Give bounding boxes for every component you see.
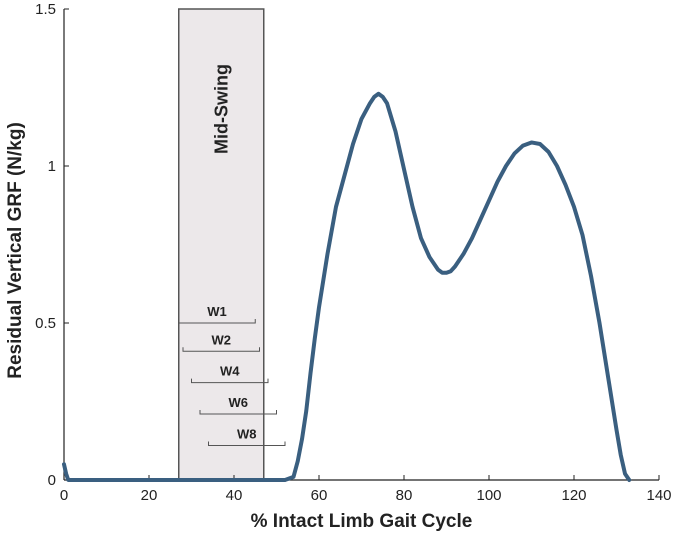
mid-swing-band-layer: Mid-Swing [179, 9, 264, 480]
x-tick-label: 80 [396, 487, 413, 504]
y-tick-label: 0 [48, 472, 56, 489]
window-label-w4: W4 [220, 364, 240, 379]
x-axis-title: % Intact Limb Gait Cycle [251, 511, 473, 532]
axes [64, 9, 659, 480]
window-label-w8: W8 [237, 426, 257, 441]
mid-swing-label: Mid-Swing [211, 64, 231, 154]
window-label-w2: W2 [212, 332, 232, 347]
x-tick-label: 20 [141, 487, 158, 504]
x-tick-label: 120 [561, 487, 586, 504]
window-label-w6: W6 [229, 395, 249, 410]
y-tick-label: 1 [48, 158, 56, 175]
x-tick-label: 0 [60, 487, 68, 504]
series-layer [64, 94, 629, 480]
window-label-w1: W1 [207, 304, 227, 319]
y-tick-label: 1.5 [35, 1, 56, 18]
series-line-0 [64, 94, 629, 480]
x-tick-label: 40 [226, 487, 243, 504]
x-tick-label: 100 [476, 487, 501, 504]
y-tick-label: 0.5 [35, 315, 56, 332]
y-axis-title: Residual Vertical GRF (N/kg) [5, 122, 26, 379]
x-tick-label: 60 [311, 487, 328, 504]
x-tick-label: 140 [646, 487, 671, 504]
